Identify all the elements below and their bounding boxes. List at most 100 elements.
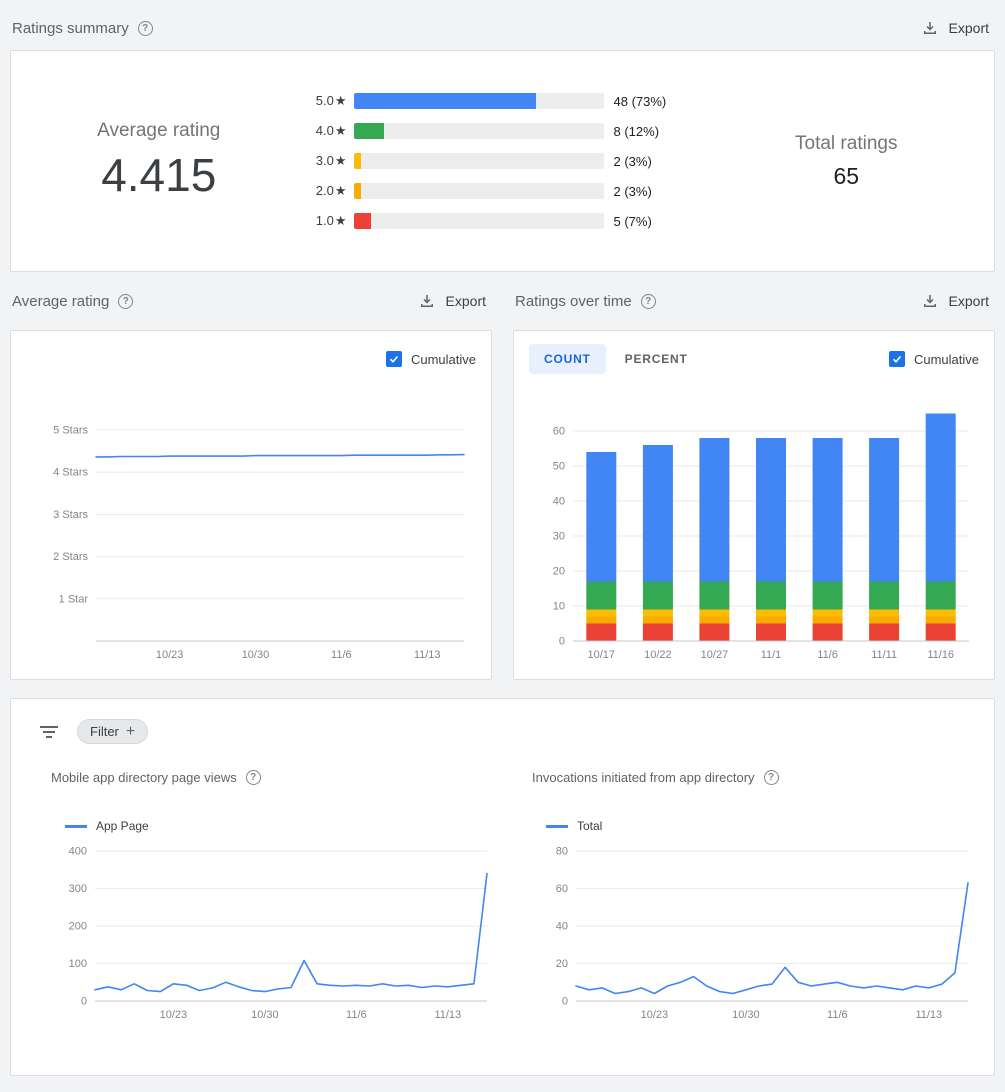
ratings-over-time-section-header: Ratings over time ? Export — [513, 292, 995, 310]
bar-segment-3-stars — [642, 609, 673, 617]
rating-bar-track — [353, 123, 604, 139]
check-icon — [892, 355, 902, 363]
y-axis-label: 3 Stars — [53, 509, 88, 521]
y-axis-label: 30 — [553, 531, 565, 543]
rating-bar-fill — [353, 123, 384, 139]
bar-segment-1-star — [642, 623, 673, 641]
cumulative-average-rating-line — [95, 453, 465, 458]
page-views-chart-block: Mobile app directory page views ? App Pa… — [51, 770, 498, 1039]
total-legend-label: Total — [577, 819, 603, 833]
rating-level-label: 5.0★ — [315, 93, 347, 108]
bar-segment-1-star — [756, 623, 786, 641]
x-axis-label: 10/23 — [160, 1009, 188, 1021]
x-axis-label: 11/13 — [915, 1009, 942, 1021]
ratings-over-time-stacked-bar-chart: 0 10 20 30 40 50 60 10/17 10/22 10/27 11/1 11/6 11/1… — [553, 413, 969, 661]
invocations-chart-block: Invocations initiated from app directory… — [532, 770, 979, 1039]
rating-bar-track — [353, 93, 604, 109]
rating-level-label: 4.0★ — [315, 123, 347, 138]
tab-count[interactable]: COUNT — [529, 344, 606, 374]
y-axis-label: 4 Stars — [53, 467, 88, 479]
ratings-over-time-chart-card: COUNT PERCENT Cumulative 0 10 20 30 40 50 60 10… — [513, 330, 995, 680]
export-label: Export — [445, 293, 486, 309]
bar-segment-5-stars — [699, 438, 730, 582]
rating-level-label: 3.0★ — [315, 153, 347, 168]
bar-segment-1-star — [925, 623, 956, 641]
export-label: Export — [948, 20, 989, 36]
bar-segment-5-stars — [869, 438, 900, 582]
bar-segment-3-stars — [586, 609, 617, 617]
help-icon[interactable]: ? — [137, 20, 153, 36]
y-axis-label: 0 — [562, 996, 568, 1008]
bar-segment-3-stars — [812, 609, 843, 617]
total-ratings-value: 65 — [833, 162, 860, 189]
y-axis-label: 100 — [69, 958, 87, 970]
bar-segment-4-stars — [812, 581, 843, 610]
y-axis-label: 300 — [69, 883, 87, 895]
x-axis-label: 11/6 — [817, 649, 838, 661]
checkbox-checked-icon[interactable] — [888, 351, 905, 367]
x-axis-label: 11/6 — [346, 1009, 367, 1021]
ratings-summary-card: Average rating 4.415 5.0★ 48 (73%) 4.0★ 8 (… — [10, 50, 995, 272]
star-icon: ★ — [334, 123, 347, 138]
bar-segment-1-star — [869, 623, 900, 641]
bar-segment-3-stars — [699, 609, 730, 617]
rating-bar-fill — [353, 153, 361, 169]
tab-percent[interactable]: PERCENT — [624, 352, 688, 366]
x-axis-label: 11/13 — [434, 1009, 461, 1021]
average-rating-export-button[interactable]: Export — [418, 292, 486, 310]
bar-segment-4-stars — [642, 581, 673, 610]
star-icon: ★ — [334, 153, 347, 168]
help-icon[interactable]: ? — [118, 293, 134, 309]
rating-count-label: 5 (7%) — [613, 213, 652, 229]
bar-segment-4-stars — [586, 581, 617, 610]
filter-list-icon[interactable] — [39, 725, 59, 739]
y-axis-label: 80 — [556, 846, 568, 858]
bar-segment-1-star — [812, 623, 843, 641]
rating-count-label: 2 (3%) — [613, 153, 652, 169]
x-axis-label: 11/6 — [331, 649, 352, 661]
cumulative-checkbox-right[interactable]: Cumulative — [888, 351, 979, 367]
y-axis-label: 20 — [556, 958, 568, 970]
page-views-title: Mobile app directory page views — [51, 770, 237, 785]
average-rating-value: 4.415 — [101, 149, 217, 201]
total-line — [575, 882, 969, 995]
help-icon[interactable]: ? — [640, 293, 656, 309]
rating-bar-track — [353, 183, 604, 199]
bar-segment-3-stars — [869, 609, 900, 617]
bottom-charts-row: Mobile app directory page views ? App Pa… — [11, 748, 994, 1039]
check-icon — [389, 355, 399, 363]
app-page-line-swatch — [65, 824, 87, 828]
y-axis-label: 20 — [553, 566, 565, 578]
bar-segment-5-stars — [925, 413, 956, 582]
bar-segment-2-stars — [869, 616, 900, 624]
x-axis-label: 10/30 — [251, 1009, 279, 1021]
app-page-line — [94, 872, 488, 993]
total-ratings-block: Total ratings 65 — [699, 133, 995, 190]
star-icon: ★ — [334, 93, 347, 108]
help-icon[interactable]: ? — [763, 770, 779, 785]
y-axis-label: 10 — [553, 601, 565, 613]
ratings-summary-export-button[interactable]: Export — [921, 19, 989, 37]
help-icon[interactable]: ? — [245, 770, 261, 785]
bar-segment-5-stars — [586, 452, 617, 582]
bar-segment-2-stars — [699, 616, 730, 624]
ratings-over-time-export-button[interactable]: Export — [921, 292, 989, 310]
rating-count-label: 8 (12%) — [613, 123, 660, 139]
checkbox-checked-icon[interactable] — [385, 351, 402, 367]
filter-chip[interactable]: Filter + — [77, 719, 149, 744]
invocations-legend: Total — [546, 819, 979, 833]
directory-metrics-card: Filter + Mobile app directory page views… — [10, 698, 995, 1076]
average-rating-label: Average rating — [97, 120, 221, 141]
y-axis-label: 2 Stars — [53, 551, 88, 563]
total-line-swatch — [546, 824, 568, 828]
download-icon — [420, 295, 433, 307]
cumulative-checkbox-left[interactable]: Cumulative — [385, 351, 476, 367]
bar-segment-4-stars — [756, 581, 786, 610]
rating-bar-row: 3.0★ 2 (3%) — [307, 146, 699, 176]
y-axis-label: 0 — [559, 636, 565, 648]
bar-segment-4-stars — [869, 581, 900, 610]
add-filter-icon: + — [125, 723, 136, 740]
rating-bar-row: 2.0★ 2 (3%) — [307, 176, 699, 206]
y-axis-label: 1 Star — [59, 593, 89, 605]
download-icon — [923, 22, 936, 34]
